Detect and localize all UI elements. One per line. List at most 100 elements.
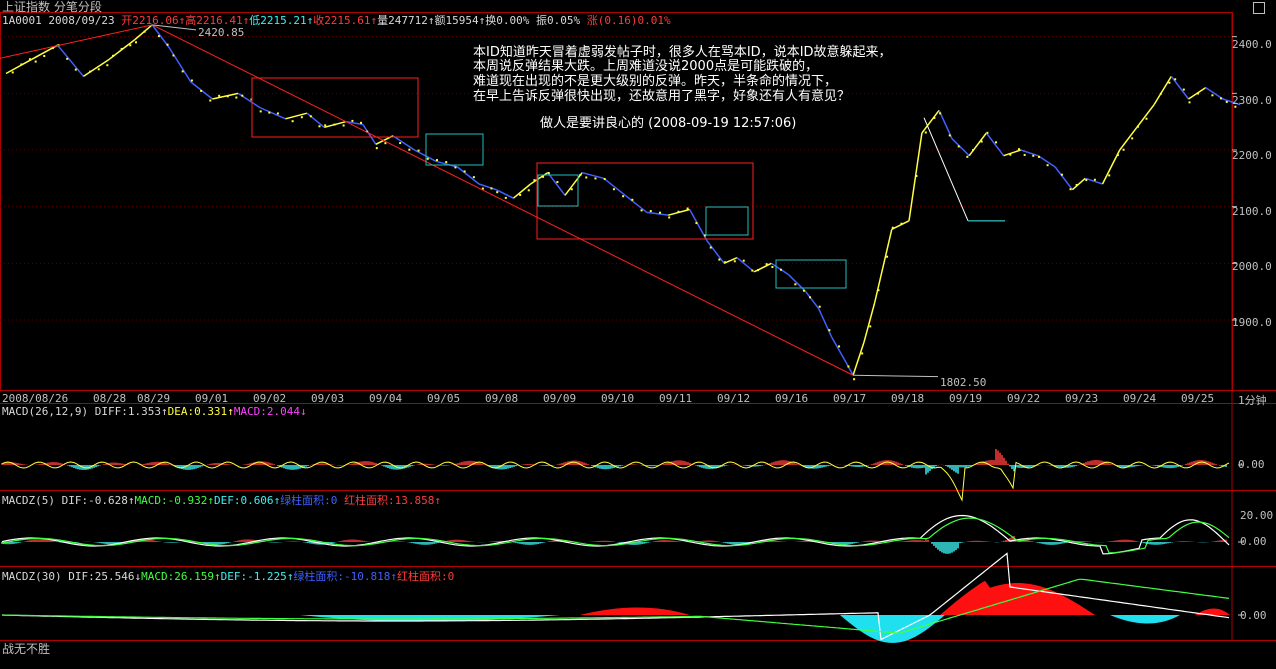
macdz30-macd: MACD:26.159 xyxy=(141,570,214,583)
price-tick xyxy=(765,263,768,266)
x-tick: 09/22 xyxy=(1007,392,1041,405)
macdz30-axis-zero: 0.00 xyxy=(1240,609,1267,622)
price-tick xyxy=(972,149,975,152)
highlight-box xyxy=(536,162,754,240)
price-segment xyxy=(530,172,549,185)
price-tick xyxy=(324,124,327,127)
macdz30-dif: DIF:25.546 xyxy=(68,570,135,583)
macdz5-legend: MACDZ(5) DIF:-0.628↑MACD:-0.932↑DEF:0.60… xyxy=(2,494,442,507)
price-tick xyxy=(226,95,229,98)
macdz30-red-area xyxy=(1195,608,1230,615)
annotation-line-4: 在早上告诉反弹很快出现，还故意用了黑字，好象还有人有意见？ xyxy=(473,89,851,104)
price-tick xyxy=(157,35,160,38)
price-tick xyxy=(695,222,698,225)
price-segment xyxy=(564,172,583,196)
price-tick xyxy=(1174,78,1177,81)
price-tick xyxy=(668,216,671,219)
price-tick xyxy=(481,187,484,190)
close-label: 收 xyxy=(313,14,325,27)
price-segment xyxy=(646,211,669,216)
price-segment xyxy=(512,183,532,199)
price-segment xyxy=(723,256,738,265)
price-tick xyxy=(1182,88,1185,91)
price-tick xyxy=(995,141,997,144)
price-tick xyxy=(66,57,69,60)
price-tick xyxy=(579,173,582,176)
price-tick xyxy=(333,123,336,126)
price-tick xyxy=(939,112,942,115)
price-tick xyxy=(780,268,782,271)
period-selector[interactable]: 1分钟 xyxy=(1238,394,1267,407)
price-tick xyxy=(259,110,262,113)
annotation-line-3: 难道现在出现的不是更大级别的反弹。昨天，半条命的情况下， xyxy=(473,74,838,89)
price-segment xyxy=(891,220,910,231)
price-segment xyxy=(706,240,725,264)
turn-label: 换 xyxy=(485,14,497,27)
price-tick xyxy=(1116,154,1119,157)
price-segment xyxy=(736,257,755,273)
price-tick xyxy=(733,260,736,263)
price-tick xyxy=(309,115,312,118)
quote-bar: 1A0001 2008/09/23 开2216.06↑高2216.41↑低221… xyxy=(2,14,671,27)
macdz5-dif-line xyxy=(1,514,1230,555)
price-tick xyxy=(112,54,115,57)
amp-value: 0.05% xyxy=(547,14,581,27)
price-tick xyxy=(622,195,625,198)
price-tick xyxy=(28,58,31,61)
price-tick xyxy=(1136,125,1139,128)
price-segment xyxy=(818,308,833,338)
x-tick: 09/25 xyxy=(1181,392,1215,405)
price-tick xyxy=(417,149,420,152)
price-segment xyxy=(985,132,1005,157)
price-tick xyxy=(570,188,573,191)
macdz30-red-area xyxy=(580,607,690,615)
macdz30-name: MACDZ(30) xyxy=(2,570,62,583)
price-tick xyxy=(241,94,244,97)
price-segment xyxy=(753,262,772,273)
price-tick xyxy=(933,116,936,119)
price-tick xyxy=(360,121,363,124)
annotation-line-2: 本周说反弹结果大跌。上周难道没说2000点是可能跌破的， xyxy=(473,59,819,74)
quote-date: 2008/09/23 xyxy=(48,14,115,27)
price-tick xyxy=(106,64,109,67)
macdz5-red-area: 红柱面积:13.858 xyxy=(344,494,435,507)
price-tick xyxy=(454,166,457,169)
annotation-signature: 做人是要讲良心的 (2008-09-19 12:57:06) xyxy=(540,116,797,131)
price-tick xyxy=(436,159,438,162)
price-tick xyxy=(847,365,850,368)
price-segment xyxy=(212,92,239,100)
x-tick: 09/03 xyxy=(311,392,345,405)
price-segment xyxy=(1071,177,1086,191)
price-segment xyxy=(345,120,364,126)
price-tick xyxy=(527,189,530,192)
amt-label: 额 xyxy=(434,14,446,27)
close-icon[interactable] xyxy=(1253,2,1265,14)
price-tick xyxy=(677,210,680,213)
price-tick xyxy=(900,222,903,225)
price-tick xyxy=(143,30,146,33)
high-price-label: 2420.85 xyxy=(198,26,245,39)
macd-name: MACD(26,12,9) xyxy=(2,405,89,418)
x-tick: 09/18 xyxy=(891,392,925,405)
price-segment xyxy=(306,112,325,128)
display-mode[interactable]: 分笔分段 xyxy=(53,0,102,14)
macdz30-green-area: 绿柱面积:-10.818 xyxy=(293,570,391,583)
y-tick: 2100.0 xyxy=(1232,205,1272,218)
price-segment xyxy=(788,274,807,293)
macdz30-green-area xyxy=(840,615,945,643)
macdz30-dif-line xyxy=(1,552,1230,641)
y-tick: 2300.0 xyxy=(1232,94,1272,107)
price-tick xyxy=(1220,97,1223,100)
macd-value: MACD:2.044 xyxy=(233,405,301,418)
price-tick xyxy=(1046,164,1049,167)
x-tick: 08/29 xyxy=(137,392,171,405)
price-tick xyxy=(948,134,951,137)
price-tick xyxy=(268,111,271,114)
price-tick xyxy=(291,120,294,123)
price-segment xyxy=(1037,155,1056,168)
price-segment xyxy=(151,24,171,49)
price-tick xyxy=(166,43,169,46)
price-tick xyxy=(463,170,466,173)
price-tick xyxy=(51,47,54,50)
